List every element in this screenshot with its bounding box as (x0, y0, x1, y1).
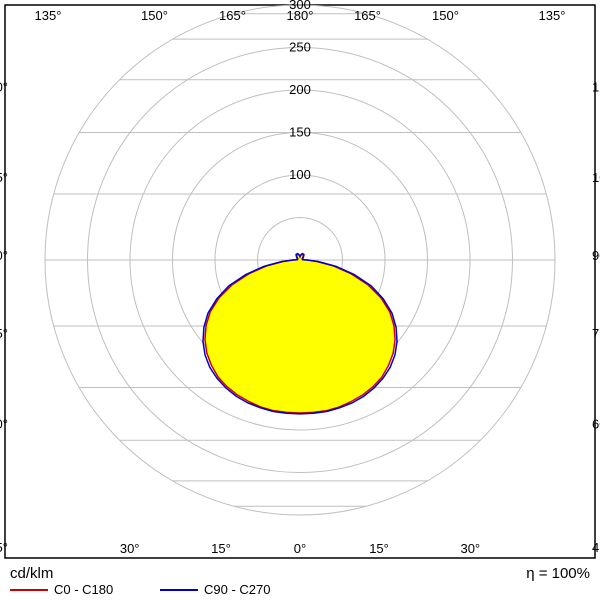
angle-label: 45° (0, 540, 8, 555)
angle-label: 150° (141, 8, 168, 23)
angle-label: 105° (592, 170, 600, 185)
angle-label: 165° (354, 8, 381, 23)
legend-label: C0 - C180 (54, 582, 113, 597)
angle-label: 0° (294, 541, 306, 556)
angle-label: 120° (592, 79, 600, 94)
radial-tick-label: 100 (289, 167, 311, 182)
angle-label: 60° (592, 417, 600, 432)
angle-label: 120° (0, 79, 8, 94)
angle-label: 90° (0, 248, 8, 263)
angle-label: 180° (287, 8, 314, 23)
radial-tick-label: 200 (289, 82, 311, 97)
angle-label: 60° (0, 417, 8, 432)
angle-label: 165° (219, 8, 246, 23)
luminous-fill (205, 254, 395, 413)
angle-label: 90° (592, 248, 600, 263)
angle-label: 135° (539, 8, 566, 23)
angle-label: 30° (460, 541, 480, 556)
radial-tick-label: 250 (289, 40, 311, 55)
angle-label: 75° (592, 326, 600, 341)
efficiency-label: η = 100% (526, 565, 590, 582)
angle-label: 150° (432, 8, 459, 23)
angle-label: 75° (0, 326, 8, 341)
unit-label: cd/klm (10, 565, 53, 582)
photometric-polar-chart: 100150200250300180°165°165°150°150°135°1… (0, 0, 600, 600)
radial-tick-label: 150 (289, 125, 311, 140)
angle-label: 105° (0, 170, 8, 185)
legend-label: C90 - C270 (204, 582, 270, 597)
angle-label: 15° (369, 541, 389, 556)
angle-label: 45° (592, 540, 600, 555)
angle-label: 135° (35, 8, 62, 23)
angle-label: 30° (120, 541, 140, 556)
angle-label: 15° (211, 541, 231, 556)
